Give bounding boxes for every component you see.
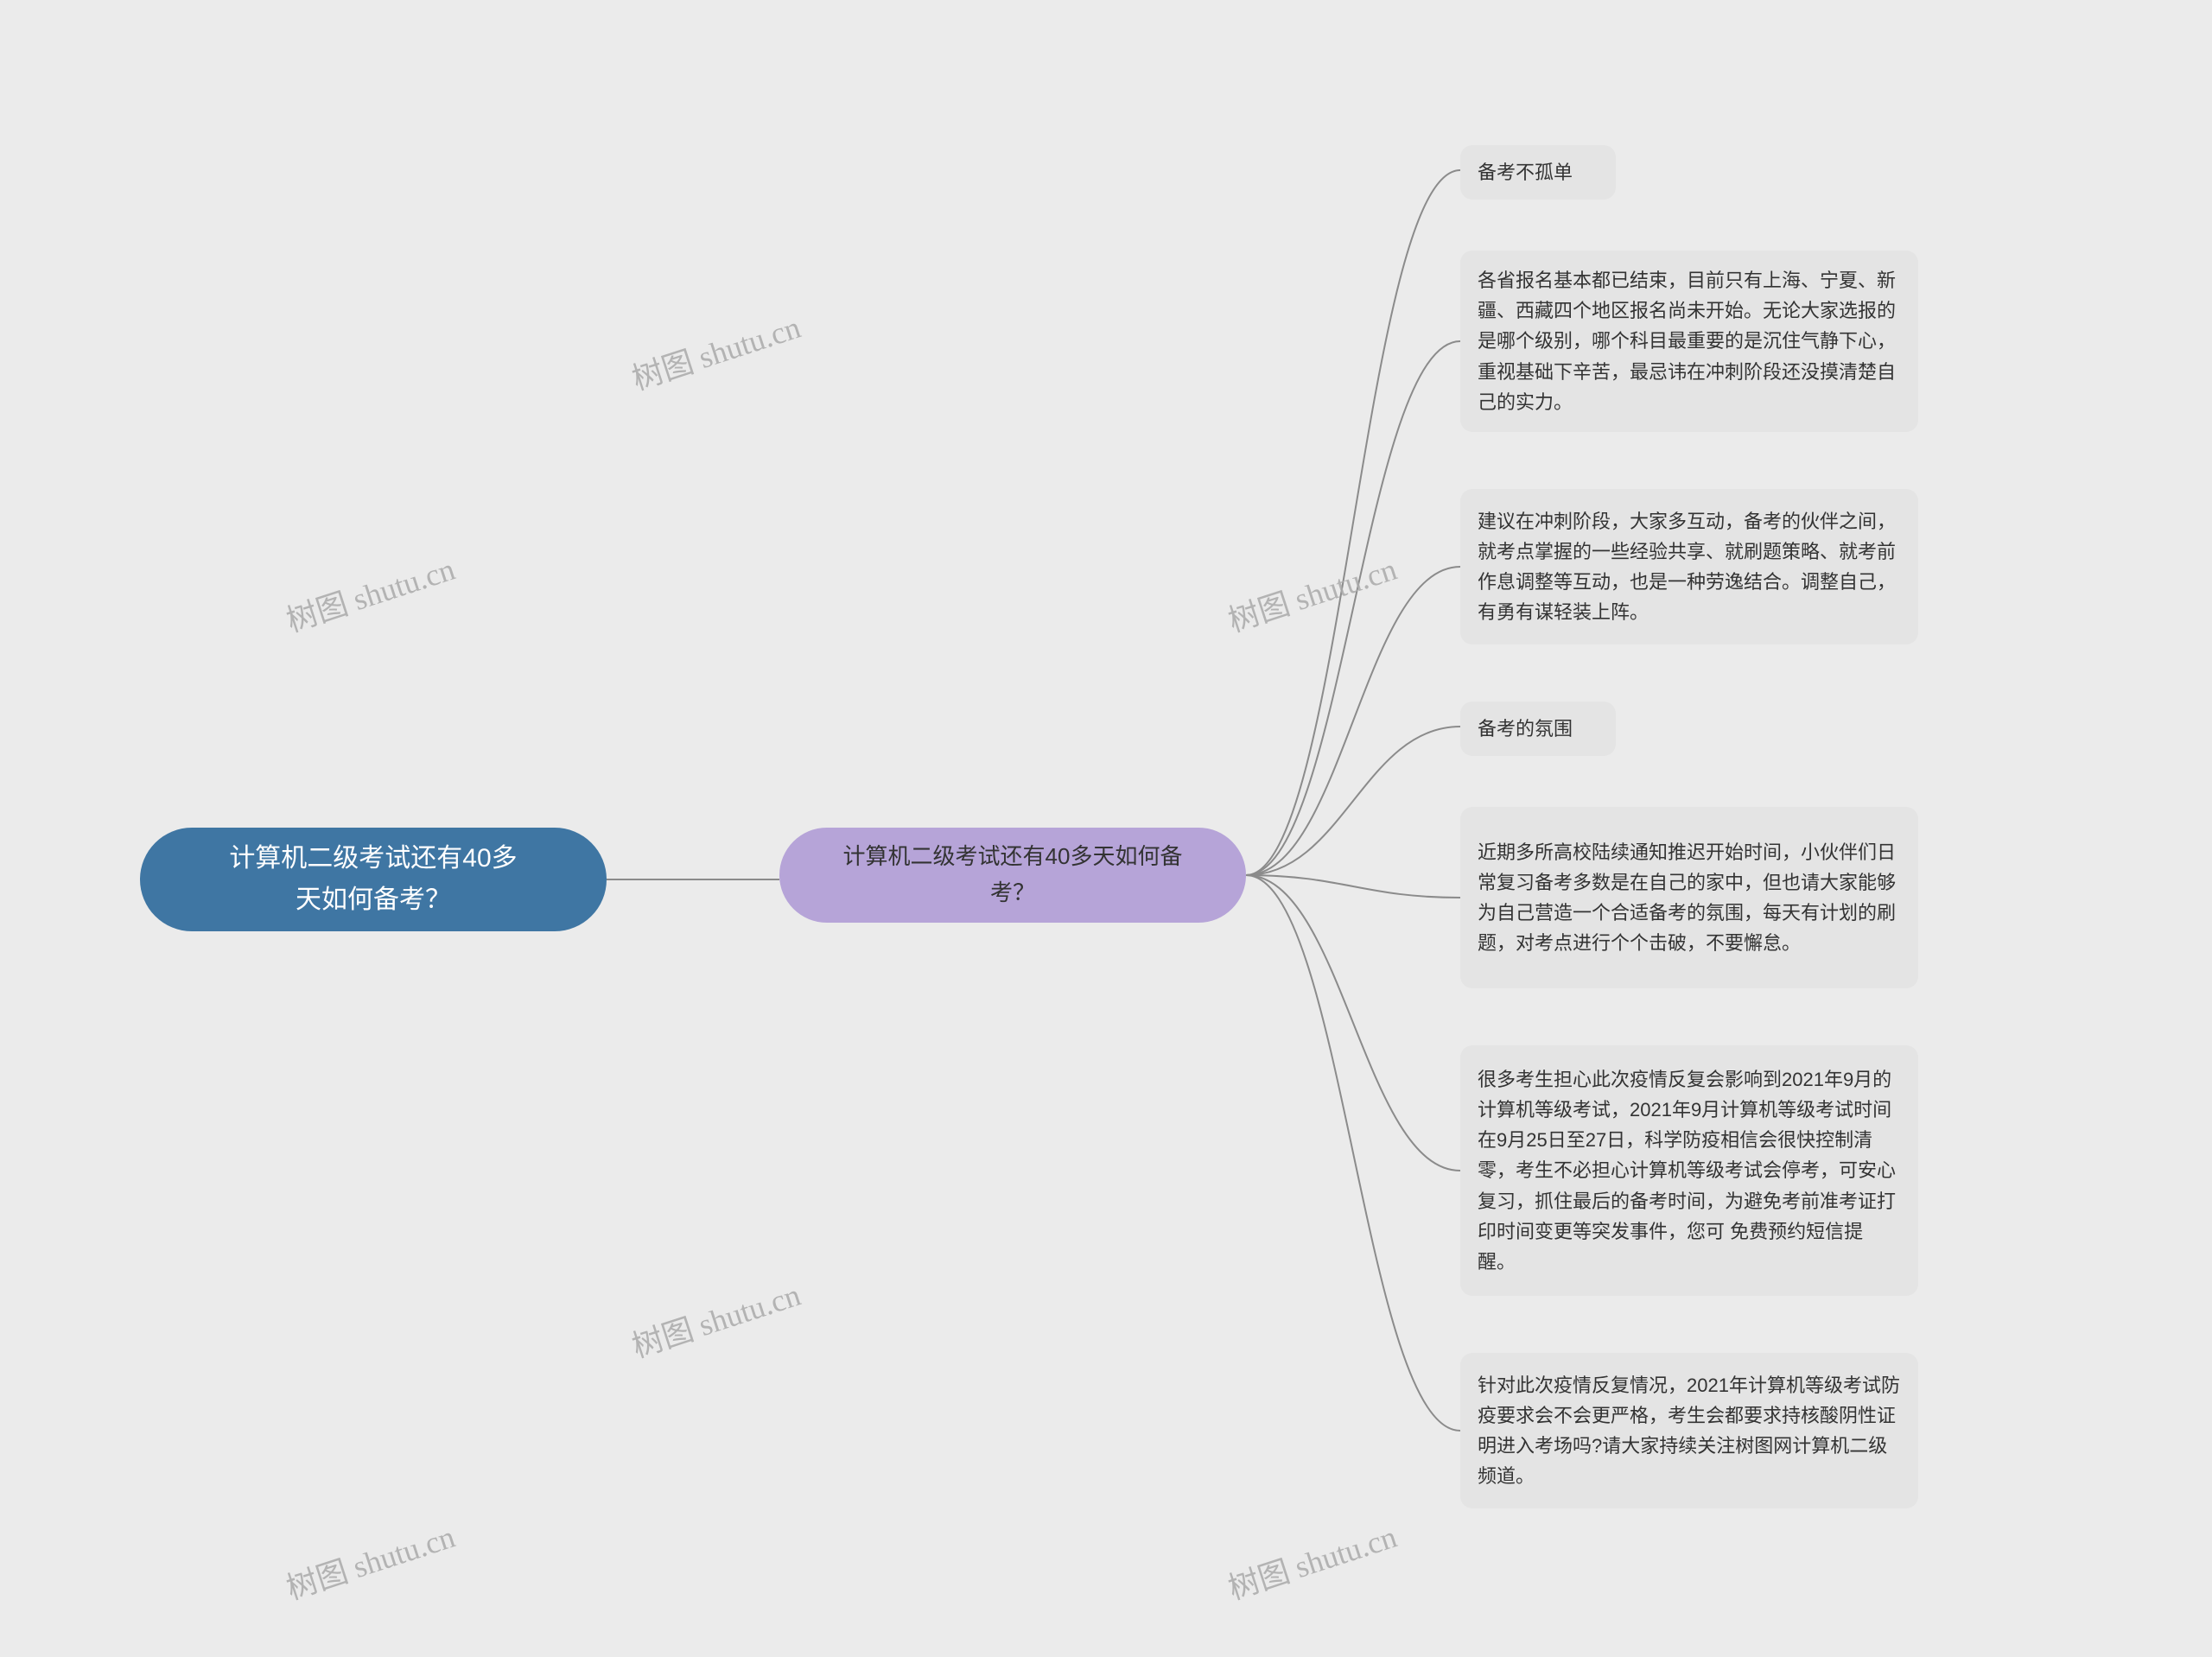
leaf-node[interactable]: 各省报名基本都已结束，目前只有上海、宁夏、新疆、西藏四个地区报名尚未开始。无论大… [1460,251,1918,432]
watermark: 树图 shutu.cn [626,302,805,399]
branch-node[interactable]: 计算机二级考试还有40多天如何备 考？ [779,828,1246,923]
leaf-node-text: 各省报名基本都已结束，目前只有上海、宁夏、新疆、西藏四个地区报名尚未开始。无论大… [1478,265,1901,417]
leaf-node-text: 备考不孤单 [1478,157,1573,187]
leaf-node[interactable]: 备考不孤单 [1460,145,1616,200]
leaf-node-text: 建议在冲刺阶段，大家多互动，备考的伙伴之间，就考点掌握的一些经验共享、就刷题策略… [1478,506,1901,628]
watermark: 树图 shutu.cn [1222,1512,1402,1609]
leaf-node-text: 很多考生担心此次疫情反复会影响到2021年9月的计算机等级考试，2021年9月计… [1478,1064,1901,1277]
leaf-node-text: 针对此次疫情反复情况，2021年计算机等级考试防疫要求会不会更严格，考生会都要求… [1478,1370,1901,1492]
leaf-node[interactable]: 备考的氛围 [1460,702,1616,756]
watermark: 树图 shutu.cn [280,1512,460,1609]
watermark: 树图 shutu.cn [626,1270,805,1367]
leaf-node-text: 近期多所高校陆续通知推迟开始时间，小伙伴们日常复习备考多数是在自己的家中，但也请… [1478,837,1901,959]
leaf-node-text: 备考的氛围 [1478,714,1573,744]
leaf-node[interactable]: 建议在冲刺阶段，大家多互动，备考的伙伴之间，就考点掌握的一些经验共享、就刷题策略… [1460,489,1918,644]
mindmap-canvas: 树图 shutu.cn 树图 shutu.cn 树图 shutu.cn 树图 s… [0,0,2212,1657]
leaf-node[interactable]: 近期多所高校陆续通知推迟开始时间，小伙伴们日常复习备考多数是在自己的家中，但也请… [1460,807,1918,988]
watermark: 树图 shutu.cn [280,544,460,641]
branch-node-label: 计算机二级考试还有40多天如何备 考？ [843,839,1183,911]
leaf-node[interactable]: 很多考生担心此次疫情反复会影响到2021年9月的计算机等级考试，2021年9月计… [1460,1045,1918,1296]
watermark: 树图 shutu.cn [1222,544,1402,641]
root-node-label: 计算机二级考试还有40多 天如何备考？ [229,838,517,921]
leaf-node[interactable]: 针对此次疫情反复情况，2021年计算机等级考试防疫要求会不会更严格，考生会都要求… [1460,1353,1918,1508]
root-node[interactable]: 计算机二级考试还有40多 天如何备考？ [140,828,607,931]
